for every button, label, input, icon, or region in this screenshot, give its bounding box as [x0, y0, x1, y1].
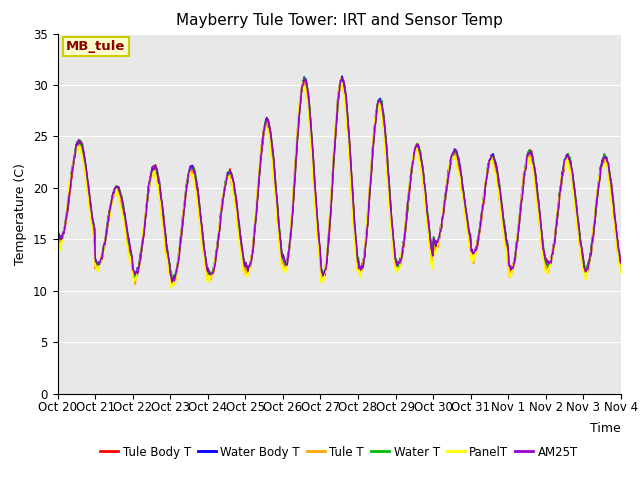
Text: MB_tule: MB_tule: [66, 40, 125, 53]
Text: Time: Time: [590, 422, 621, 435]
Legend: Tule Body T, Water Body T, Tule T, Water T, PanelT, AM25T: Tule Body T, Water Body T, Tule T, Water…: [95, 441, 583, 463]
Title: Mayberry Tule Tower: IRT and Sensor Temp: Mayberry Tule Tower: IRT and Sensor Temp: [176, 13, 502, 28]
Y-axis label: Temperature (C): Temperature (C): [15, 163, 28, 264]
